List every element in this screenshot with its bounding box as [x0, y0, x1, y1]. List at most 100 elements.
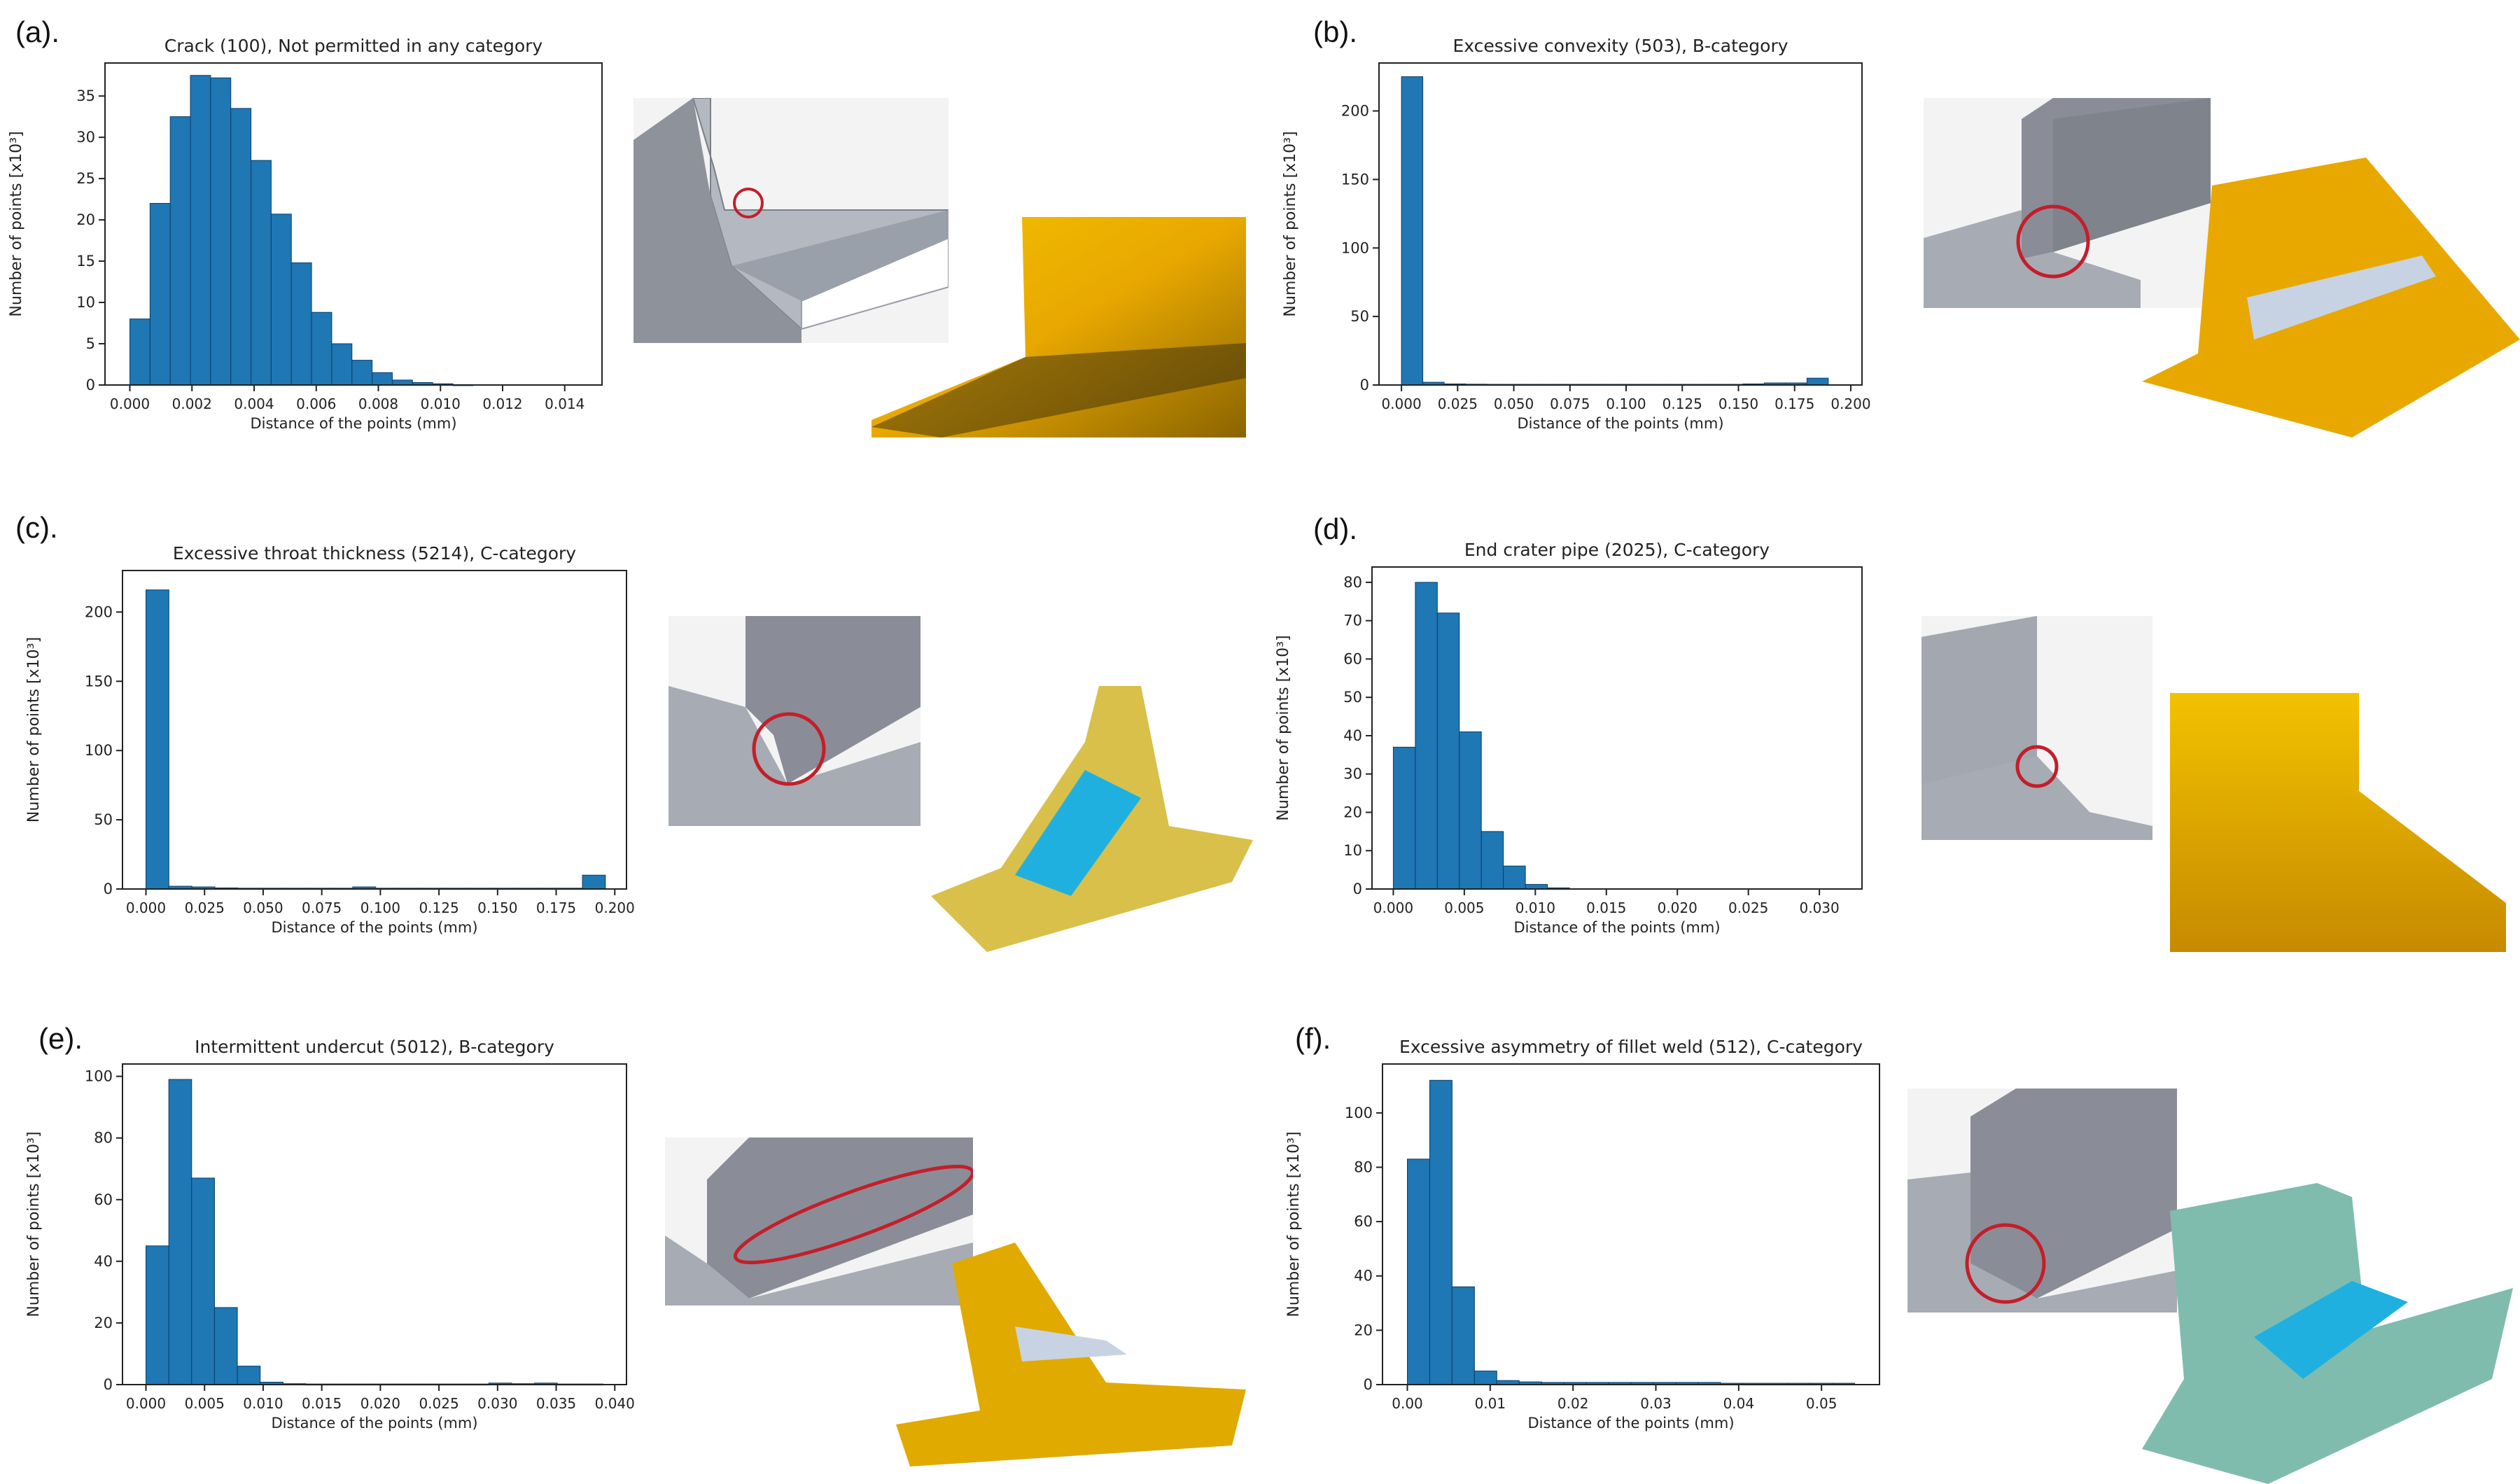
histogram-bar [311, 312, 332, 386]
x-tick-label: 0.030 [1799, 899, 1839, 916]
panel-c: (c). 0.000 0.025 0.050 0.075 0.100 0.125 0.150… [0, 497, 1260, 987]
x-tick-label: 0.000 [1373, 899, 1413, 916]
cad-model-image [668, 616, 920, 826]
y-axis-label: Number of points [x10³] [25, 1131, 43, 1317]
x-tick-label: 0.025 [1728, 899, 1768, 916]
defect-marker [734, 1164, 973, 1265]
x-tick-label: 0.000 [110, 396, 150, 412]
x-tick-label: 0.03 [1640, 1395, 1672, 1412]
histogram-bar [372, 372, 393, 386]
x-tick-label: 0.010 [1516, 899, 1555, 916]
histogram-bar [214, 1307, 238, 1385]
y-tick-label: 150 [1341, 171, 1369, 188]
x-tick-label: 0.04 [1723, 1395, 1755, 1412]
y-tick-label: 25 [76, 170, 95, 187]
x-tick-label: 0.100 [360, 899, 400, 916]
histogram-chart: 0.000 0.025 0.050 0.075 0.100 0.125 0.150 0.175… [25, 543, 635, 936]
chart-title: Excessive throat thickness (5214), C-cat… [173, 543, 576, 564]
x-tick-label: 0.035 [536, 1395, 576, 1412]
histogram-bar [191, 1177, 215, 1385]
x-tick-label: 0.02 [1558, 1395, 1589, 1412]
x-tick-label: 0.025 [185, 899, 225, 916]
x-tick-label: 0.025 [419, 1395, 458, 1412]
x-tick-label: 0.040 [595, 1395, 635, 1412]
histogram-bar [1415, 582, 1438, 890]
histogram-bar [168, 1079, 192, 1385]
y-tick-label: 10 [76, 294, 95, 311]
y-tick-label: 0 [104, 1376, 113, 1393]
histogram-bar [1503, 865, 1526, 890]
cad-model-image [1924, 98, 2211, 308]
histogram-chart: 0.000 0.002 0.004 0.006 0.008 0.010 0.012 0.014… [8, 36, 603, 432]
panel-label: (c). [15, 511, 58, 544]
histogram-bar [237, 1366, 261, 1385]
histogram-bar [391, 379, 413, 386]
x-axis-label: Distance of the points (mm) [271, 919, 477, 936]
defect-marker [752, 712, 826, 786]
chart-title: Excessive asymmetry of fillet weld (512)… [1399, 1037, 1863, 1057]
x-tick-label: 0.075 [302, 899, 342, 916]
y-tick-label: 100 [85, 1068, 113, 1085]
x-tick-label: 0.005 [185, 1395, 225, 1412]
y-tick-label: 10 [1343, 842, 1362, 859]
y-tick-label: 0 [1360, 377, 1369, 393]
y-tick-label: 30 [76, 129, 95, 146]
histogram-bar [582, 874, 606, 890]
histogram-bar [1429, 1079, 1452, 1385]
panel-label: (a). [15, 15, 59, 48]
x-axis-label: Distance of the points (mm) [271, 1415, 477, 1432]
panel-label: (b). [1313, 15, 1357, 48]
y-tick-label: 100 [1345, 1105, 1373, 1121]
y-tick-label: 100 [85, 742, 113, 759]
plot-frame [1378, 62, 1863, 386]
x-tick-label: 0.006 [296, 396, 336, 412]
y-tick-label: 20 [94, 1315, 113, 1331]
histogram-bar [190, 75, 211, 386]
histogram-bar [1459, 731, 1482, 890]
histogram-bar [1806, 377, 1829, 386]
panel-b: (b). 0.000 0.025 0.050 0.075 0.100 0.125 0.150… [1260, 0, 2520, 490]
x-tick-label: 0.014 [545, 396, 584, 412]
plot-frame [1371, 566, 1863, 890]
chart-title: Excessive convexity (503), B-category [1452, 36, 1788, 56]
x-tick-label: 0.125 [419, 899, 458, 916]
x-tick-label: 0.050 [243, 899, 283, 916]
y-tick-label: 60 [1343, 650, 1362, 667]
histogram-bar [230, 108, 252, 386]
chart-title: End crater pipe (2025), C-category [1464, 540, 1770, 560]
x-tick-label: 0.175 [536, 899, 576, 916]
histogram-bar [1436, 612, 1460, 890]
histogram-bar [145, 589, 169, 890]
point-cloud-scan-image [931, 686, 1253, 952]
histogram-bar [1480, 831, 1504, 890]
y-tick-label: 80 [1343, 574, 1362, 591]
cad-model-image [665, 1138, 973, 1306]
histogram-bar [210, 77, 232, 386]
x-tick-label: 0.030 [477, 1395, 517, 1412]
y-tick-label: 5 [86, 335, 95, 352]
x-axis-label: Distance of the points (mm) [1517, 415, 1723, 432]
x-tick-label: 0.100 [1606, 396, 1646, 412]
cad-model-image [1907, 1088, 2177, 1312]
plot-frame [122, 570, 627, 890]
y-tick-label: 80 [94, 1130, 113, 1147]
y-axis-label: Number of points [x10³] [8, 131, 25, 316]
histogram-bar [1451, 1286, 1475, 1385]
histogram-bar [1474, 1371, 1497, 1385]
x-tick-label: 0.050 [1494, 396, 1534, 412]
panel-f: (f). 0.00 0.01 0.02 0.03 0.04 0.05 0 20 40 60 80 10… [1260, 994, 2520, 1484]
x-tick-label: 0.200 [1830, 396, 1870, 412]
x-tick-label: 0.150 [1718, 396, 1758, 412]
x-tick-label: 0.010 [421, 396, 461, 412]
y-tick-label: 15 [76, 253, 95, 270]
x-tick-label: 0.015 [1586, 899, 1626, 916]
chart-title: Intermittent undercut (5012), B-category [195, 1037, 554, 1057]
y-tick-label: 80 [1354, 1158, 1373, 1175]
y-axis-label: Number of points [x10³] [1285, 1131, 1303, 1317]
defect-marker [733, 188, 764, 218]
point-cloud-scan-image [872, 217, 1246, 438]
x-tick-label: 0.002 [172, 396, 212, 412]
x-tick-label: 0.05 [1806, 1395, 1837, 1412]
plot-frame [1382, 1063, 1880, 1385]
y-tick-label: 100 [1341, 239, 1369, 256]
